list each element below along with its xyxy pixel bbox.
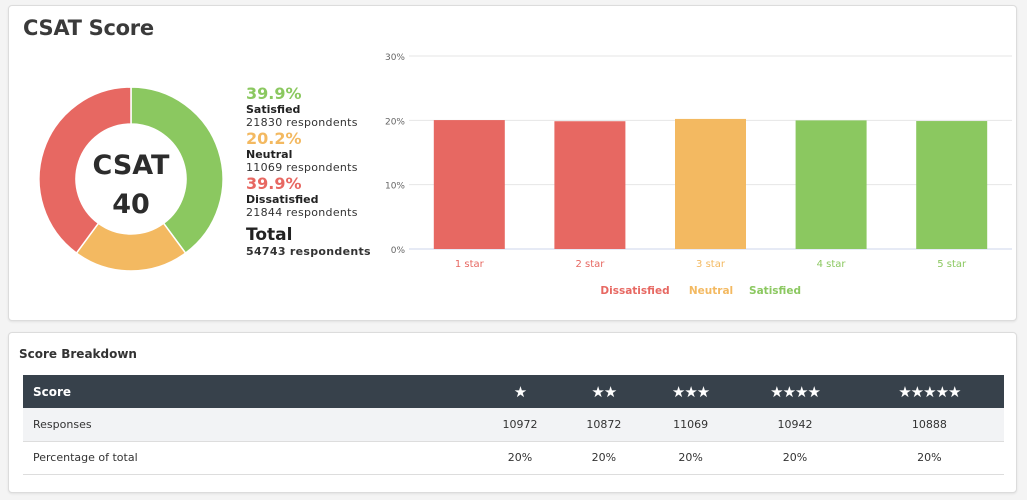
- bar-5-star[interactable]: [916, 121, 988, 249]
- total-respondents: 54743 respondents: [246, 245, 371, 258]
- cell: 10888: [854, 408, 1004, 442]
- donut-slice-dissatisfied: [38, 86, 132, 255]
- dissatisfied-label: Dissatisfied: [246, 193, 319, 206]
- satisfied-label: Satisfied: [246, 103, 301, 116]
- legend-item-satisfied[interactable]: Satisfied: [749, 285, 801, 297]
- table-row: Responses 10972 10872 11069 10942 10888: [23, 408, 1004, 442]
- row-label: Responses: [23, 408, 478, 442]
- donut-slice-satisfied: [130, 86, 224, 255]
- header-2-star: ★★: [561, 375, 646, 408]
- x-tick-label: 5 star: [937, 259, 967, 270]
- cell: 20%: [478, 441, 562, 475]
- legend-item-neutral[interactable]: Neutral: [689, 285, 733, 297]
- score-breakdown-table: Score ★ ★★ ★★★ ★★★★ ★★★★★ Responses 1097…: [23, 375, 1004, 475]
- summary-dissatisfied: 39.9% Dissatisfied 21844 respondents: [246, 174, 371, 219]
- x-tick-label: 3 star: [696, 259, 726, 270]
- star-distribution-bar-chart: 0% 10% 20% 30% 1 star 2 star 3 star 4 star 5 sta…: [385, 53, 1012, 297]
- header-score: Score: [23, 375, 478, 408]
- csat-donut-chart: CSAT 40: [38, 86, 224, 272]
- bar-1-star[interactable]: [433, 120, 505, 250]
- y-tick-label: 10%: [385, 182, 405, 192]
- row-label: Percentage of total: [23, 441, 478, 475]
- card-title: CSAT Score: [23, 16, 154, 40]
- header-3-star: ★★★: [645, 375, 736, 408]
- x-tick-label: 2 star: [575, 259, 605, 270]
- cell: 20%: [561, 441, 646, 475]
- summary-neutral: 20.2% Neutral 11069 respondents: [246, 129, 371, 174]
- cell: 20%: [735, 441, 855, 475]
- neutral-label: Neutral: [246, 148, 293, 161]
- total-label: Total: [246, 225, 293, 245]
- table-header-row: Score ★ ★★ ★★★ ★★★★ ★★★★★: [23, 375, 1004, 408]
- dissatisfied-respondents: 21844 respondents: [246, 206, 358, 219]
- satisfied-respondents: 21830 respondents: [246, 116, 358, 129]
- cell: 11069: [645, 408, 736, 442]
- dissatisfied-pct: 39.9%: [246, 174, 302, 193]
- x-tick-label: 1 star: [455, 259, 485, 270]
- header-1-star: ★: [478, 375, 562, 408]
- summary-satisfied: 39.9% Satisfied 21830 respondents: [246, 84, 371, 129]
- bar-3-star[interactable]: [675, 118, 746, 249]
- header-5-star: ★★★★★: [854, 375, 1004, 408]
- cell: 20%: [645, 441, 736, 475]
- summary-stats: 39.9% Satisfied 21830 respondents 20.2% …: [246, 84, 371, 258]
- cell: 10872: [561, 408, 646, 442]
- legend-item-dissatisfied[interactable]: Dissatisfied: [600, 285, 669, 297]
- satisfied-pct: 39.9%: [246, 84, 302, 103]
- table-row: Percentage of total 20% 20% 20% 20% 20%: [23, 441, 1004, 475]
- x-tick-label: 4 star: [817, 259, 847, 270]
- y-tick-label: 20%: [385, 117, 405, 127]
- cell: 20%: [854, 441, 1004, 475]
- y-tick-label: 0%: [391, 246, 406, 256]
- neutral-pct: 20.2%: [246, 129, 302, 148]
- header-4-star: ★★★★: [735, 375, 855, 408]
- y-tick-label: 30%: [385, 53, 405, 63]
- breakdown-title: Score Breakdown: [19, 347, 137, 361]
- donut-center-label: CSAT: [93, 150, 171, 181]
- cell: 10972: [478, 408, 562, 442]
- bar-4-star[interactable]: [795, 120, 867, 249]
- csat-score-card: CSAT Score CSAT 40 39.9% Satisfied 21830…: [8, 5, 1017, 321]
- cell: 10942: [735, 408, 855, 442]
- donut-center-value: 40: [112, 189, 150, 220]
- neutral-respondents: 11069 respondents: [246, 161, 358, 174]
- score-breakdown-card: Score Breakdown Score ★ ★★ ★★★ ★★★★ ★★★★…: [8, 332, 1017, 493]
- bar-2-star[interactable]: [554, 121, 626, 249]
